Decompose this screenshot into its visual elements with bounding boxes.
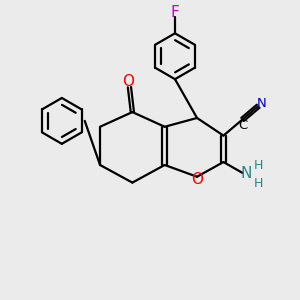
Text: H: H	[254, 159, 263, 172]
Text: F: F	[171, 5, 179, 20]
Text: H: H	[254, 177, 263, 190]
Text: N: N	[241, 166, 252, 181]
Text: N: N	[257, 97, 267, 110]
Text: O: O	[122, 74, 134, 89]
Text: C: C	[238, 119, 247, 132]
Text: O: O	[191, 172, 203, 187]
